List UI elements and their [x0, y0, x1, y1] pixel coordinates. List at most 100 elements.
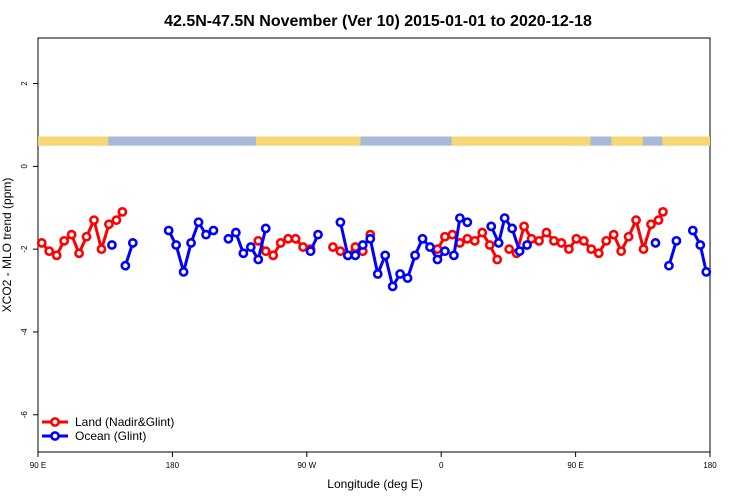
data-point: [201, 229, 211, 240]
data-point: [410, 250, 420, 261]
data-point: [653, 215, 664, 226]
data-point: [313, 229, 323, 240]
data-point: [578, 235, 589, 246]
plot-frame: [37, 37, 711, 453]
x-tick-label: 0: [439, 461, 444, 470]
data-point: [81, 231, 92, 242]
data-point: [492, 254, 503, 265]
data-point: [127, 238, 138, 248]
data-point: [260, 246, 271, 257]
data-point: [541, 227, 552, 238]
data-point: [695, 240, 706, 250]
data-point: [499, 213, 510, 223]
data-point: [646, 219, 656, 230]
y-axis: 2 0 -2 -4 -6: [20, 81, 38, 418]
data-point: [563, 244, 574, 255]
data-point: [117, 206, 128, 217]
data-point: [305, 246, 316, 257]
data-point: [432, 244, 443, 255]
data-point: [186, 238, 196, 248]
data-point: [504, 244, 515, 255]
data-point: [486, 221, 497, 232]
data-point: [298, 242, 308, 252]
x-axis: 90 E 180 90 W 0 90 E 180: [30, 452, 717, 470]
data-point: [380, 250, 391, 261]
land-band: [256, 136, 361, 146]
series-ocean: [107, 213, 712, 292]
data-point: [623, 231, 634, 242]
data-point: [448, 250, 459, 261]
data-point: [89, 215, 99, 226]
data-point: [514, 246, 525, 257]
data-point: [96, 244, 107, 255]
data-point: [44, 246, 55, 257]
data-point: [260, 223, 271, 234]
legend-marker: [50, 431, 60, 441]
data-point: [402, 273, 413, 284]
data-point: [223, 233, 234, 244]
data-point: [631, 215, 641, 226]
data-point: [74, 248, 84, 259]
legend: Land (Nadir&Glint)Ocean (Glint): [42, 415, 174, 443]
data-point: [51, 250, 62, 261]
data-point: [230, 227, 241, 238]
land-ocean-strip: [38, 136, 710, 146]
data-point: [616, 246, 627, 257]
data-point: [104, 219, 114, 230]
data-point: [586, 244, 597, 255]
y-tick-label: 0: [20, 164, 29, 169]
data-point: [328, 242, 338, 252]
x-tick-label: 180: [703, 461, 717, 470]
data-point: [556, 238, 567, 248]
data-point: [462, 217, 473, 228]
data-point: [454, 213, 465, 223]
data-point: [519, 221, 529, 232]
plot-border: [37, 37, 711, 453]
data-point: [290, 233, 301, 244]
land-band: [611, 136, 643, 146]
data-point: [687, 225, 698, 236]
data-point: [238, 248, 249, 259]
data-point: [36, 238, 47, 248]
data-point: [608, 229, 619, 240]
legend-label: Ocean (Glint): [75, 429, 146, 443]
data-point: [638, 244, 649, 255]
data-point: [593, 248, 604, 259]
data-point: [601, 235, 612, 246]
ocean-band: [38, 136, 710, 146]
data-point: [701, 267, 712, 277]
data-point: [365, 233, 376, 244]
data-point: [440, 246, 450, 257]
x-tick-label: 180: [166, 461, 180, 470]
data-point: [522, 240, 532, 250]
data-point: [387, 281, 398, 292]
x-axis-label: Longitude (deg E): [327, 477, 422, 491]
data-point: [357, 240, 368, 250]
data-point: [462, 233, 473, 244]
data-point: [650, 238, 661, 248]
data-point: [342, 250, 353, 261]
legend-label: Land (Nadir&Glint): [75, 415, 174, 429]
data-point: [484, 240, 495, 250]
y-axis-label: XCO2 - MLO trend (ppm): [0, 178, 14, 313]
x-tick-label: 90 E: [567, 461, 583, 470]
data-point: [395, 269, 406, 279]
land-band: [38, 136, 109, 146]
data-point: [372, 269, 383, 279]
data-point: [268, 250, 279, 261]
chart-title: 42.5N-47.5N November (Ver 10) 2015-01-01…: [164, 13, 592, 30]
data-point: [208, 225, 219, 236]
x-tick-label: 90 E: [30, 461, 46, 470]
data-point: [447, 229, 458, 240]
data-point: [193, 217, 204, 228]
data-point: [671, 235, 682, 246]
data-point: [59, 235, 70, 246]
data-point: [111, 215, 122, 226]
data-point: [335, 217, 346, 228]
data-point: [283, 233, 294, 244]
data-point: [664, 260, 674, 271]
series-land: [36, 206, 668, 265]
data-point: [534, 235, 544, 246]
land-band: [451, 136, 591, 146]
data-point: [549, 235, 559, 246]
